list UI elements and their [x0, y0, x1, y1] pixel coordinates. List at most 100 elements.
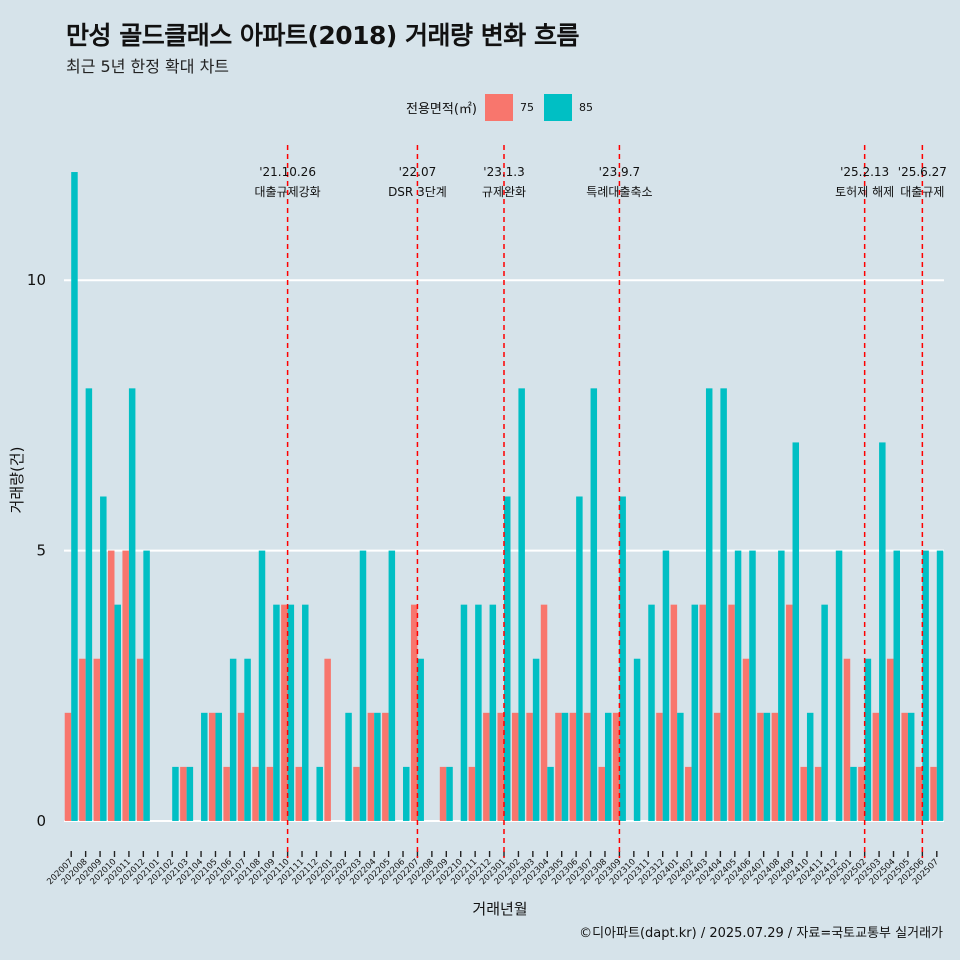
bar-85-202304: [547, 766, 554, 821]
caption: ©디아파트(dapt.kr) / 2025.07.29 / 자료=국토교통부 실…: [579, 926, 943, 941]
legend-swatch-85: [543, 93, 572, 121]
bar-85-202502: [864, 658, 872, 821]
bar-75-202106: [223, 766, 230, 821]
bar-85-202008: [85, 388, 93, 821]
bar-75-202312: [656, 712, 663, 821]
bar-85-202202: [345, 712, 352, 821]
bar-75-202501: [843, 658, 851, 821]
event-label-5: 대출규제: [900, 185, 944, 199]
bar-75-202010: [108, 550, 115, 821]
bar-75-202105: [208, 712, 216, 821]
bar-85-202406: [749, 550, 756, 821]
bar-75-202503: [872, 712, 880, 821]
bar-75-202211: [468, 766, 476, 821]
event-label-4: 토허제 해제: [835, 185, 894, 199]
bar-75-202205: [382, 712, 389, 821]
bar-75-202406: [742, 658, 750, 821]
bar-85-202410: [806, 712, 814, 821]
bar-85-202405: [734, 550, 742, 821]
bar-75-202408: [771, 712, 779, 821]
bar-85-202507: [936, 550, 944, 821]
event-date-3: '23.9.7: [599, 165, 640, 179]
bar-85-202301: [504, 496, 511, 821]
bar-85-202308: [604, 712, 612, 821]
bar-85-202204: [374, 712, 381, 821]
bar-85-202106: [229, 658, 237, 821]
bar-85-202401: [677, 712, 684, 821]
bar-85-202305: [561, 712, 569, 821]
bar-85-202212: [489, 604, 497, 821]
bar-85-202210: [460, 604, 468, 821]
bar-85-202403: [705, 388, 713, 821]
bar-85-202302: [518, 388, 525, 821]
bar-75-202204: [367, 712, 375, 821]
bar-75-202504: [887, 658, 894, 821]
event-date-5: '25.6.27: [898, 165, 947, 179]
bar-85-202112: [316, 766, 323, 821]
bar-85-202501: [850, 766, 857, 821]
event-date-1: '22.07: [399, 165, 437, 179]
bar-75-202303: [526, 712, 533, 821]
bar-75-202111: [295, 766, 303, 821]
bar-85-202012: [143, 550, 150, 821]
bar-75-202012: [136, 658, 144, 821]
bar-85-202412: [835, 550, 843, 821]
bar-75-202505: [901, 712, 908, 821]
bar-85-202303: [532, 658, 540, 821]
bar-85-202104: [201, 712, 208, 821]
bar-75-202008: [79, 658, 86, 821]
bar-75-202308: [598, 766, 605, 821]
bar-85-202206: [403, 766, 410, 821]
bar-75-202405: [728, 604, 735, 821]
bar-85-202102: [172, 766, 179, 821]
bar-85-202105: [215, 712, 222, 821]
bar-75-202409: [786, 604, 793, 821]
bar-85-202203: [359, 550, 367, 821]
bar-75-202107: [237, 712, 245, 821]
y-tick-label-10: 10: [27, 271, 46, 289]
event-label-3: 특례대출축소: [586, 185, 652, 199]
bar-85-202110: [287, 604, 295, 821]
bar-75-202309: [612, 712, 620, 821]
bar-85-202408: [778, 550, 785, 821]
event-label-0: 대출규제강화: [254, 185, 320, 199]
bar-85-202010: [114, 604, 121, 821]
bar-85-202103: [186, 766, 194, 821]
bar-75-202502: [858, 766, 865, 821]
event-date-2: '23.1.3: [483, 165, 524, 179]
bar-85-202404: [720, 388, 727, 821]
bar-75-202407: [757, 712, 764, 821]
bar-85-202503: [879, 442, 886, 821]
legend: 전용면적(㎡) 75 85: [406, 93, 603, 121]
bar-85-202306: [576, 496, 583, 821]
bar-85-202407: [763, 712, 771, 821]
chart-title: 만성 골드클래스 아파트(2018) 거래량 변화 흐름: [66, 21, 579, 50]
bar-75-202009: [93, 658, 101, 821]
event-date-0: '21.10.26: [259, 165, 316, 179]
bar-75-202209: [439, 766, 447, 821]
bar-85-202411: [821, 604, 828, 821]
legend-label-85: 85: [578, 100, 593, 114]
bar-85-202504: [893, 550, 900, 821]
bar-85-202111: [302, 604, 309, 821]
bar-75-202302: [511, 712, 519, 821]
bar-75-202203: [353, 766, 360, 821]
bar-85-202009: [100, 496, 107, 821]
legend-title: 전용면적(㎡): [406, 101, 477, 117]
bar-75-202011: [122, 550, 129, 821]
bar-85-202007: [71, 172, 78, 821]
bar-75-202207: [410, 604, 418, 821]
bar-75-202305: [555, 712, 562, 821]
bar-85-202107: [244, 658, 251, 821]
bar-75-202410: [800, 766, 807, 821]
bar-75-202507: [930, 766, 937, 821]
bar-75-202306: [569, 712, 577, 821]
bar-85-202207: [417, 658, 424, 821]
x-axis-title: 거래년월: [472, 900, 528, 918]
legend-label-75: 75: [519, 100, 534, 114]
bar-75-202201: [324, 658, 331, 821]
y-tick-label-0: 0: [36, 812, 46, 830]
bar-85-202011: [128, 388, 136, 821]
chart-subtitle: 최근 5년 한정 확대 차트: [66, 57, 230, 76]
